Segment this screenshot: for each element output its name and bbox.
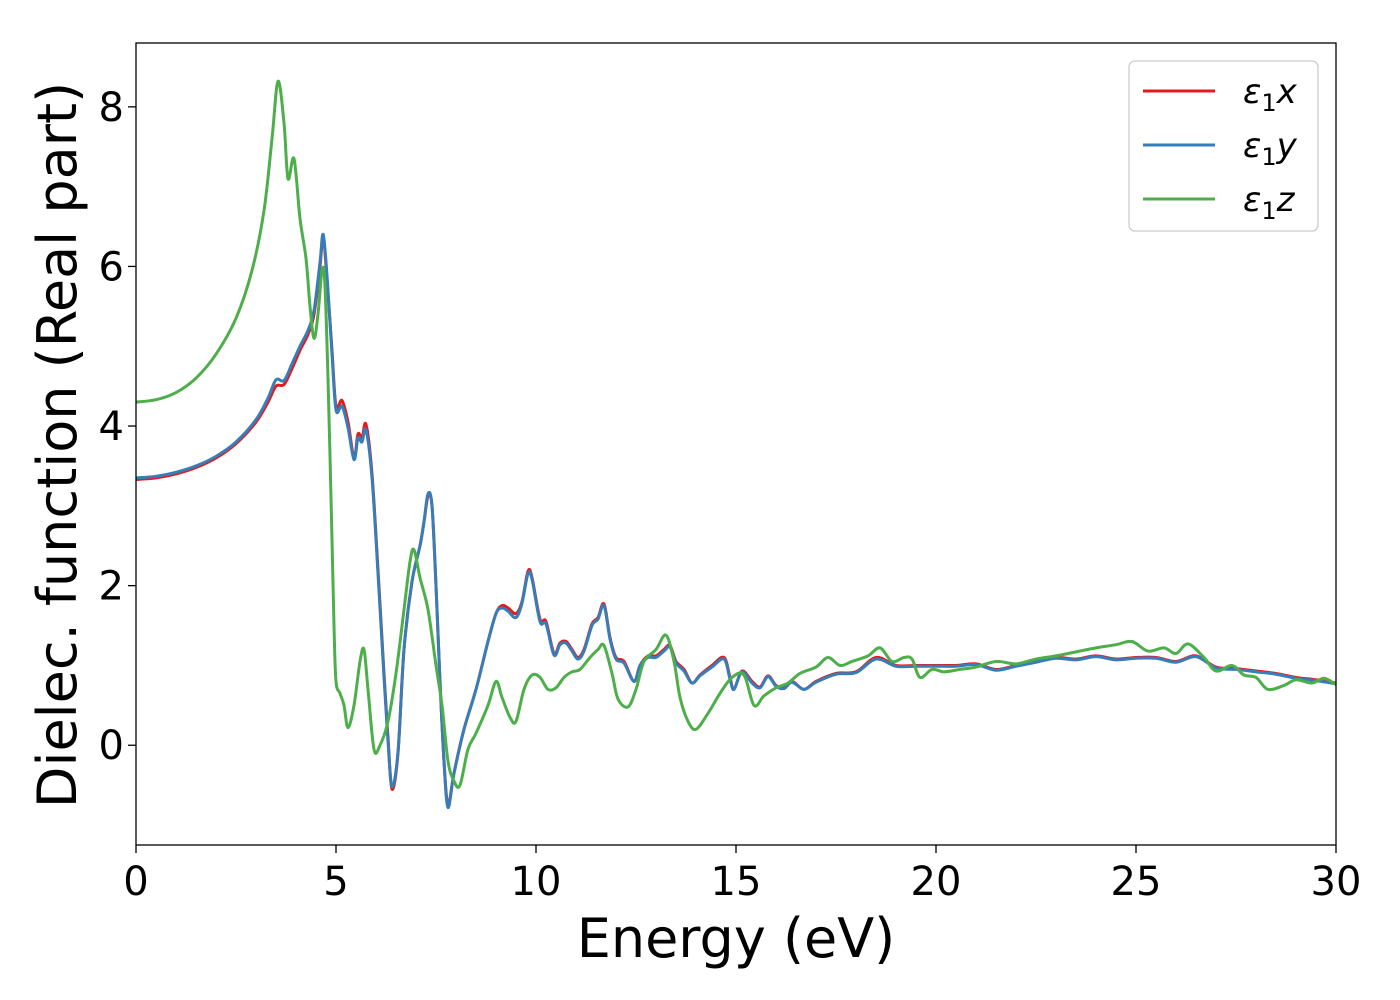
x-tick-label: 25 — [1111, 859, 1162, 905]
x-tick-label: 20 — [911, 859, 962, 905]
y-tick-label: 8 — [99, 85, 124, 131]
x-tick-label: 10 — [511, 859, 562, 905]
y-tick-label: 2 — [99, 564, 124, 610]
legend-box — [1128, 60, 1319, 232]
ticks-layer: 0 5 10 15 20 25 30 0 2 4 6 8 — [99, 85, 1362, 905]
legend-label-z: ε1z — [1243, 180, 1296, 225]
series-line-z — [136, 79, 1336, 789]
legend-label-x: ε1x — [1243, 72, 1298, 117]
x-axis-label: Energy (eV) — [577, 907, 896, 970]
y-axis-label: Dielec. function (Real part) — [26, 82, 89, 808]
y-tick-label: 0 — [99, 723, 124, 769]
series-layer — [136, 79, 1336, 809]
x-tick-label: 15 — [711, 859, 762, 905]
legend-label-y: ε1y — [1243, 126, 1298, 171]
x-tick-label: 30 — [1311, 859, 1362, 905]
y-tick-label: 4 — [99, 404, 124, 450]
x-tick-label: 0 — [123, 859, 148, 905]
series-line-y — [136, 232, 1336, 809]
x-tick-label: 5 — [323, 859, 348, 905]
legend: ε1x ε1y ε1z — [1128, 60, 1319, 232]
y-tick-label: 6 — [99, 244, 124, 290]
